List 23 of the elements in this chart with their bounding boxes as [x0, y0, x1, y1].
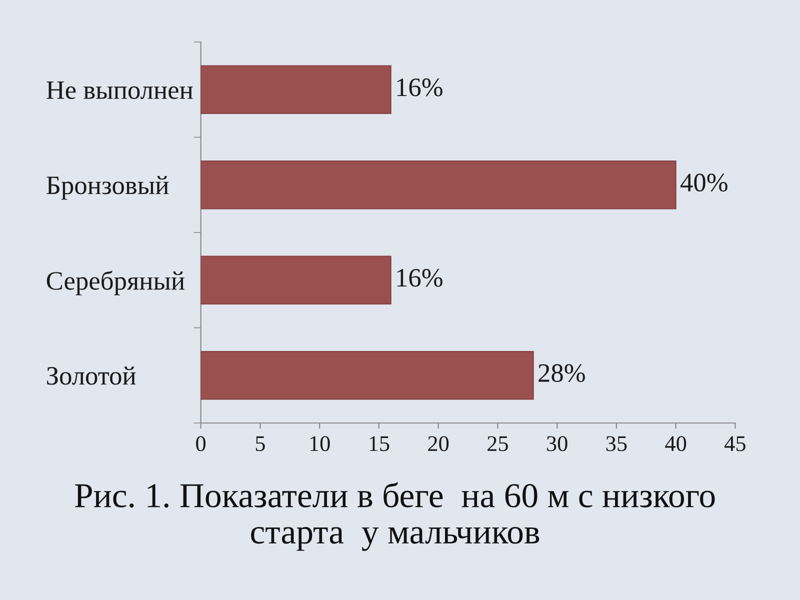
- y-tick-label: Золотой: [47, 366, 136, 385]
- x-tick-label: 40: [665, 436, 686, 452]
- text: Рис. 1. Показатели в беге на 60 м с низкого старта у мальчиков: [75, 482, 715, 551]
- data-label: 40%: [680, 174, 728, 192]
- data-label: 28%: [538, 364, 585, 382]
- bar: [200, 160, 676, 210]
- data-label: 16%: [397, 268, 442, 287]
- y-tick-label: Не выполнен: [46, 82, 193, 100]
- x-tick-label: 0: [196, 436, 206, 452]
- x-tick-label: 5: [256, 436, 265, 452]
- bar: [200, 256, 392, 304]
- x-tick-label: 10: [310, 436, 330, 452]
- data-label: 16%: [397, 78, 442, 96]
- x-tick-label: 15: [370, 436, 390, 452]
- x-tick-label: 20: [428, 436, 449, 452]
- y-tick-label: Серебряный: [46, 270, 184, 296]
- x-tick-label: 35: [606, 436, 627, 452]
- bar: [200, 65, 392, 114]
- x-tick-label: 30: [547, 436, 568, 452]
- x-tick-label: 45: [724, 436, 746, 452]
- y-tick-label: Бронзовый: [46, 176, 169, 200]
- bar: [200, 351, 534, 400]
- x-tick-label: 25: [488, 436, 508, 452]
